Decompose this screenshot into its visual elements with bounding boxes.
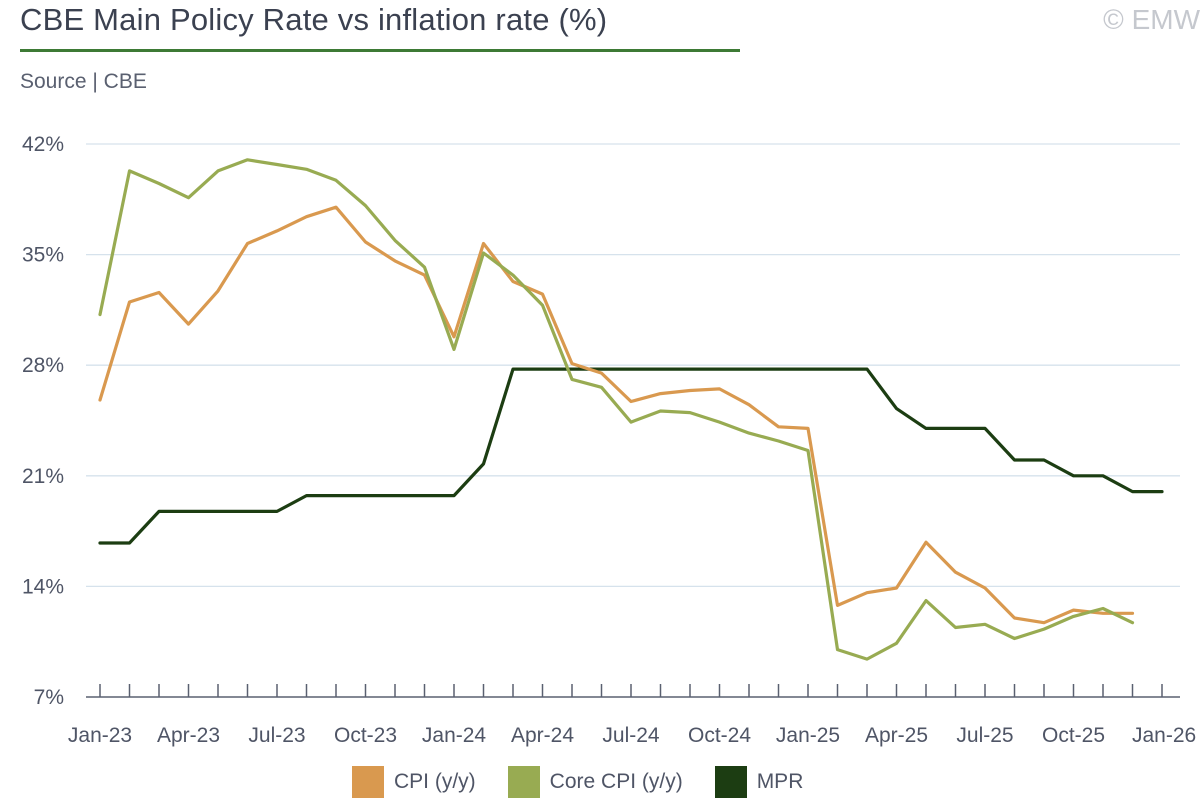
x-tick-label: Apr-25 [865,724,928,747]
legend: CPI (y/y) Core CPI (y/y) MPR [352,766,835,798]
y-tick-label: 28% [22,354,64,377]
x-tick-label: Jul-24 [602,724,660,747]
gridlines [86,143,1180,588]
line-chart: 7% 14% 21% 28% 35% 42% Jan-23 Apr-23 Jul-23 Oct-… [22,133,1196,747]
legend-swatch-cpi [352,766,384,798]
legend-label-cpi: CPI (y/y) [394,770,476,793]
title-underline [20,49,740,52]
x-tick-label: Oct-24 [688,724,751,747]
legend-item-cpi: CPI (y/y) [352,766,476,798]
x-tick-label: Oct-25 [1042,724,1105,747]
x-tick-label: Apr-23 [157,724,220,747]
core-cpi-line [98,158,1135,661]
cpi-line [98,205,1135,625]
x-axis [86,684,1180,698]
x-tick-label: Jan-26 [1132,724,1196,747]
source-label: Source | CBE [20,70,147,93]
y-tick-label: 35% [22,244,64,267]
x-tick-label: Jul-23 [248,724,305,747]
legend-swatch-core-cpi [507,766,540,798]
legend-swatch-mpr [714,766,747,798]
legend-label-core-cpi: Core CPI (y/y) [549,770,683,793]
mpr-line [98,367,1164,545]
x-tick-label: Jan-23 [68,724,132,747]
legend-item-core-cpi: Core CPI (y/y) [507,766,683,798]
y-axis-tick-labels: 7% 14% 21% 28% 35% 42% [22,133,64,709]
x-tick-label: Jan-24 [422,724,487,747]
y-tick-label: 14% [22,575,64,598]
y-tick-label: 21% [22,465,64,488]
copyright-watermark: © EMW [1103,4,1200,35]
x-tick-label: Oct-23 [334,724,397,747]
chart-title: CBE Main Policy Rate vs inflation rate (… [20,2,608,37]
legend-label-mpr: MPR [756,770,804,793]
series-lines [98,158,1164,661]
legend-item-mpr: MPR [714,766,804,798]
x-axis-tick-labels: Jan-23 Apr-23 Jul-23 Oct-23 Jan-24 Apr-24 Jul-… [68,724,1196,747]
x-tick-label: Apr-24 [511,724,574,747]
x-tick-label: Jul-25 [956,724,1013,747]
y-tick-label: 7% [34,686,64,709]
x-tick-label: Jan-25 [776,724,840,747]
y-tick-label: 42% [22,133,64,156]
